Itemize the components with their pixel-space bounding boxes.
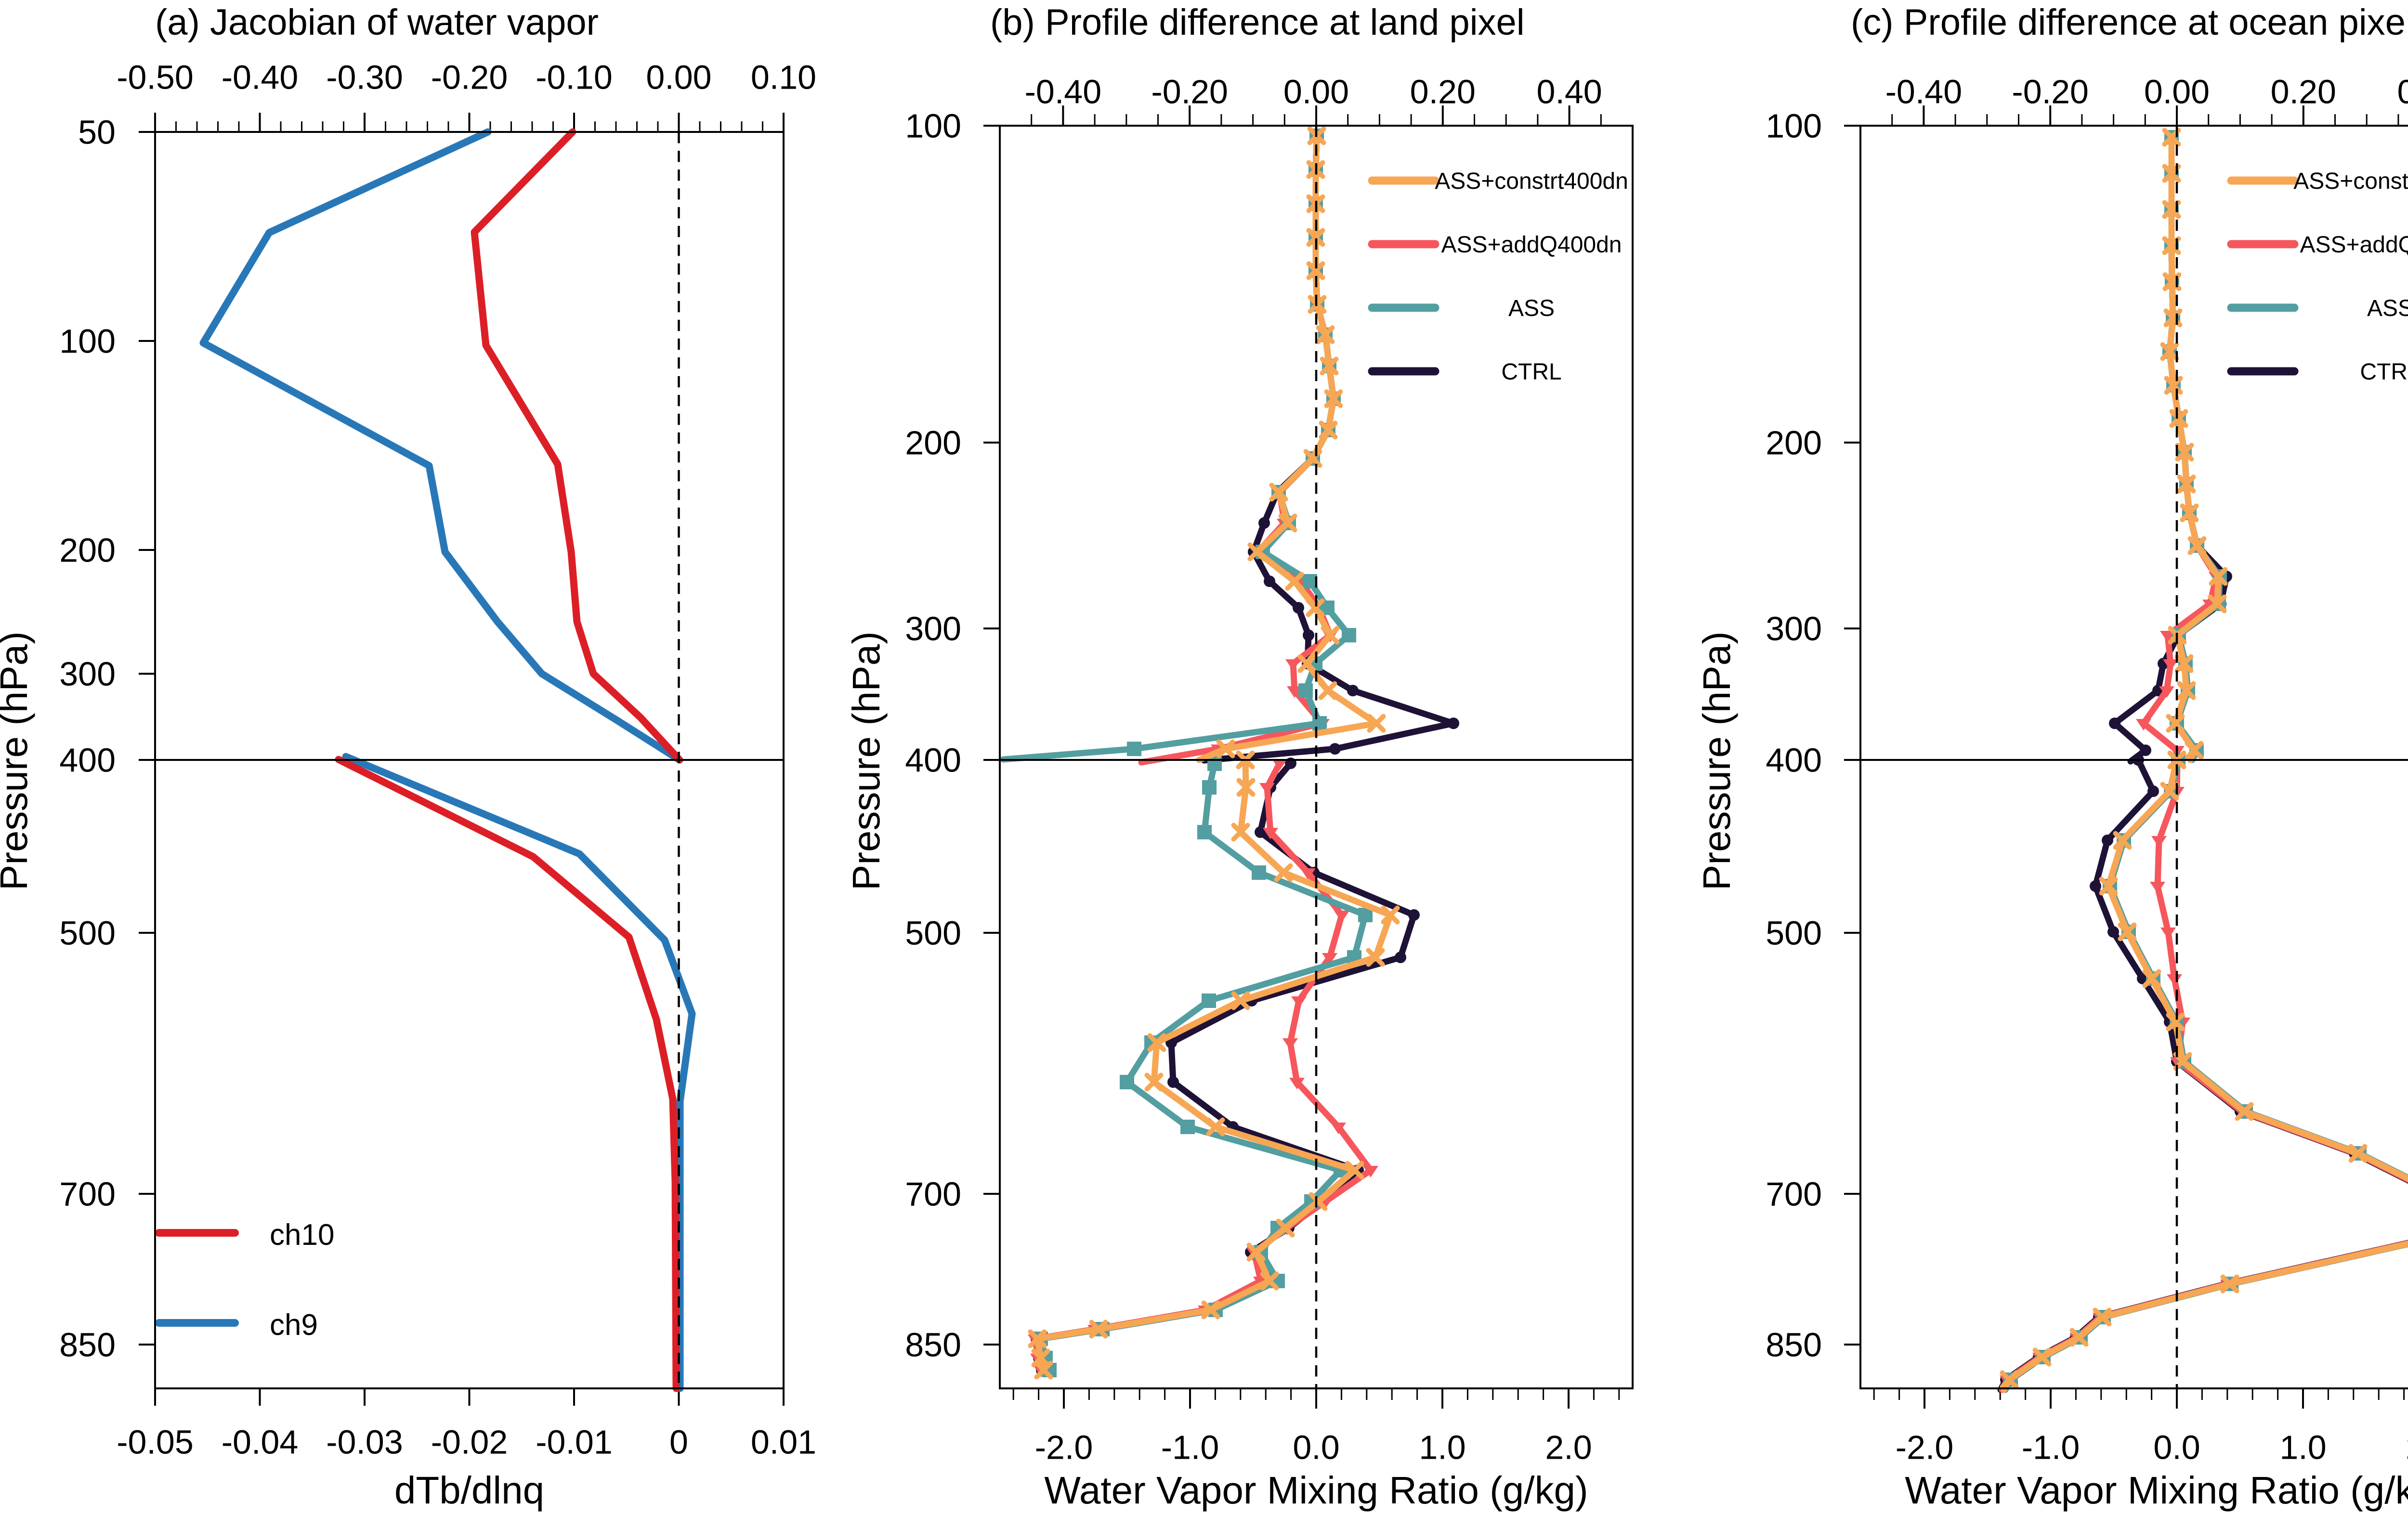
svg-text:(c) Profile difference at ocea: (c) Profile difference at ocean pixel <box>1851 2 2408 43</box>
svg-text:500: 500 <box>905 915 961 952</box>
svg-text:850: 850 <box>905 1326 961 1364</box>
svg-text:0.10: 0.10 <box>751 59 816 96</box>
svg-text:0.20: 0.20 <box>1410 73 1476 111</box>
svg-text:ASS+constrt400dn: ASS+constrt400dn <box>1435 169 1628 194</box>
svg-text:-0.04: -0.04 <box>222 1424 299 1461</box>
svg-text:0.00: 0.00 <box>1283 73 1349 111</box>
svg-text:ch9: ch9 <box>270 1308 318 1342</box>
svg-text:100: 100 <box>59 323 116 360</box>
svg-text:500: 500 <box>1766 915 1822 952</box>
svg-text:1.0: 1.0 <box>1419 1429 1466 1466</box>
svg-text:300: 300 <box>59 655 116 693</box>
svg-text:ch10: ch10 <box>270 1218 334 1252</box>
svg-text:-0.40: -0.40 <box>1025 73 1102 111</box>
svg-text:-0.40: -0.40 <box>1885 73 1963 111</box>
svg-text:0.40: 0.40 <box>1536 73 1602 111</box>
svg-text:Pressure (hPa): Pressure (hPa) <box>0 631 35 890</box>
svg-text:-2.0: -2.0 <box>1896 1429 1954 1466</box>
svg-text:-2.0: -2.0 <box>1035 1429 1093 1466</box>
svg-text:400: 400 <box>59 742 116 779</box>
svg-text:-0.01: -0.01 <box>536 1424 613 1461</box>
svg-text:-1.0: -1.0 <box>2022 1429 2080 1466</box>
svg-text:0.01: 0.01 <box>751 1424 816 1461</box>
svg-text:-1.0: -1.0 <box>1161 1429 1219 1466</box>
svg-text:-0.20: -0.20 <box>2012 73 2089 111</box>
svg-text:500: 500 <box>59 915 116 952</box>
svg-text:ASS+addQ400dn: ASS+addQ400dn <box>1441 232 1622 258</box>
svg-text:CTRL: CTRL <box>2360 359 2408 385</box>
svg-text:ASS: ASS <box>1508 296 1555 321</box>
svg-text:(b) Profile difference at land: (b) Profile difference at land pixel <box>990 2 1525 43</box>
svg-text:0: 0 <box>669 1424 688 1461</box>
svg-text:-0.20: -0.20 <box>431 59 508 96</box>
svg-text:(a) Jacobian of water vapor: (a) Jacobian of water vapor <box>155 2 599 43</box>
svg-text:Water Vapor Mixing Ratio (g/kg: Water Vapor Mixing Ratio (g/kg) <box>1044 1469 1588 1512</box>
svg-text:850: 850 <box>59 1326 116 1364</box>
svg-text:2.0: 2.0 <box>2406 1429 2408 1466</box>
svg-text:200: 200 <box>1766 424 1822 462</box>
svg-text:0.40: 0.40 <box>2397 73 2408 111</box>
svg-text:-0.50: -0.50 <box>117 59 194 96</box>
svg-text:2.0: 2.0 <box>1545 1429 1592 1466</box>
svg-text:1.0: 1.0 <box>2279 1429 2326 1466</box>
svg-text:-0.10: -0.10 <box>536 59 613 96</box>
svg-text:Pressure (hPa): Pressure (hPa) <box>845 631 888 890</box>
svg-text:200: 200 <box>59 532 116 569</box>
svg-text:100: 100 <box>905 107 961 145</box>
svg-text:700: 700 <box>905 1176 961 1213</box>
svg-text:200: 200 <box>905 424 961 462</box>
svg-text:ASS+constrt400dn: ASS+constrt400dn <box>2293 169 2408 194</box>
svg-text:-0.20: -0.20 <box>1151 73 1228 111</box>
svg-text:-0.30: -0.30 <box>326 59 403 96</box>
svg-text:-0.40: -0.40 <box>222 59 299 96</box>
svg-text:400: 400 <box>905 742 961 779</box>
svg-text:700: 700 <box>59 1176 116 1213</box>
svg-text:ASS: ASS <box>2367 296 2408 321</box>
svg-text:0.00: 0.00 <box>646 59 711 96</box>
svg-text:-0.02: -0.02 <box>431 1424 508 1461</box>
svg-text:-0.03: -0.03 <box>326 1424 403 1461</box>
svg-text:dTb/dlnq: dTb/dlnq <box>394 1469 544 1512</box>
svg-text:ASS+addQ400dn: ASS+addQ400dn <box>2300 232 2408 258</box>
svg-text:100: 100 <box>1766 107 1822 145</box>
svg-text:0.00: 0.00 <box>2144 73 2210 111</box>
svg-text:300: 300 <box>1766 610 1822 648</box>
svg-text:0.20: 0.20 <box>2271 73 2336 111</box>
svg-text:CTRL: CTRL <box>1501 359 1561 385</box>
svg-text:50: 50 <box>78 114 116 151</box>
svg-text:300: 300 <box>905 610 961 648</box>
svg-text:Water Vapor Mixing Ratio (g/kg: Water Vapor Mixing Ratio (g/kg) <box>1905 1469 2408 1512</box>
svg-text:850: 850 <box>1766 1326 1822 1364</box>
svg-text:Pressure (hPa): Pressure (hPa) <box>1695 631 1738 890</box>
svg-text:0.0: 0.0 <box>2153 1429 2200 1466</box>
svg-text:0.0: 0.0 <box>1293 1429 1339 1466</box>
svg-text:700: 700 <box>1766 1176 1822 1213</box>
svg-text:400: 400 <box>1766 742 1822 779</box>
svg-text:-0.05: -0.05 <box>117 1424 194 1461</box>
